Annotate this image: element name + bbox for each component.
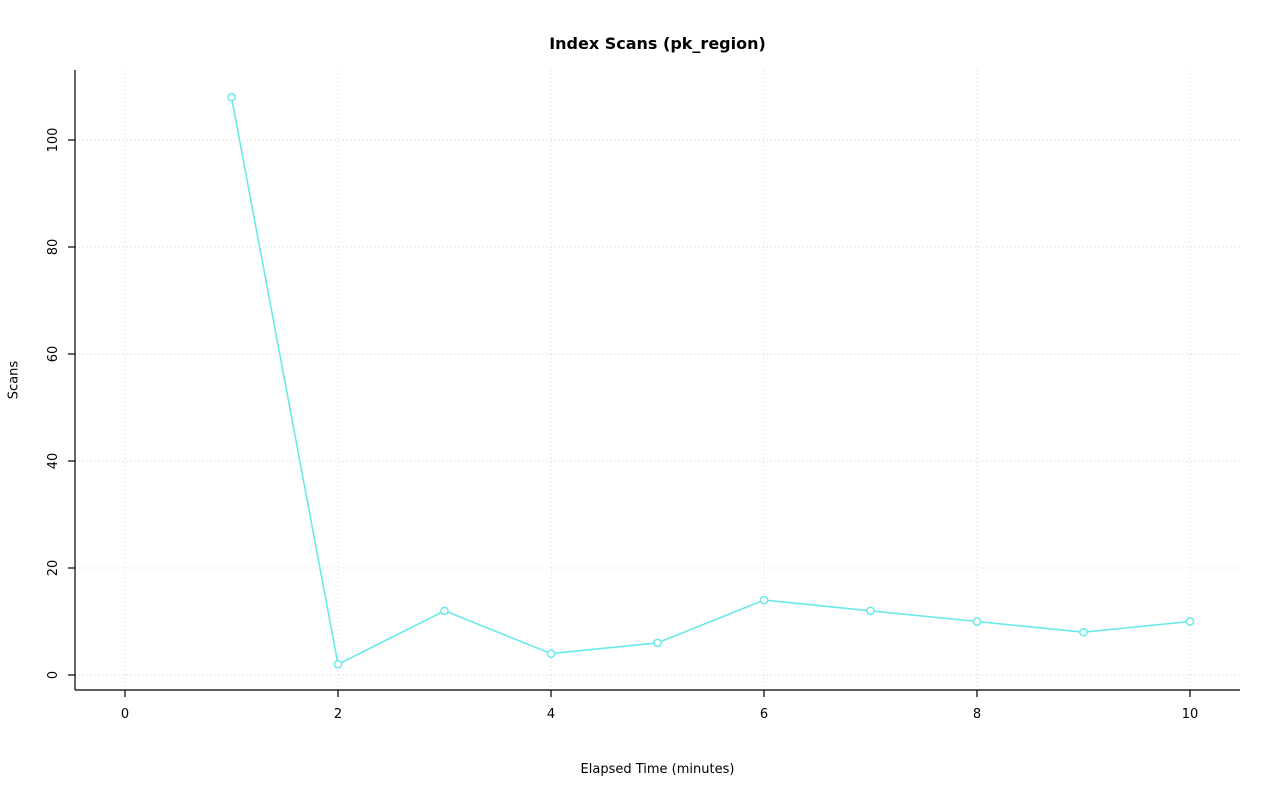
x-axis-tick-label: 0 — [121, 707, 129, 722]
data-point — [546, 649, 556, 658]
x-axis-label: Elapsed Time (minutes) — [580, 762, 735, 777]
y-axis-label: Scans — [6, 360, 22, 400]
x-axis-tick-label: 2 — [334, 707, 342, 722]
data-point — [866, 606, 875, 616]
y-axis-tick-label: 80 — [46, 239, 61, 256]
y-axis-tick-label: 60 — [46, 346, 61, 363]
x-axis-tick-label: 4 — [547, 707, 555, 722]
data-point — [1079, 627, 1088, 637]
series-line — [230, 96, 1191, 666]
y-axis-tick-label: 20 — [46, 560, 61, 577]
data-point — [333, 659, 343, 669]
data-point — [1185, 617, 1195, 626]
data-point — [440, 606, 449, 616]
data-point — [227, 92, 236, 102]
chart-title: Index Scans (pk_region) — [549, 34, 766, 53]
data-point — [759, 595, 769, 605]
x-axis-tick-label: 6 — [760, 707, 768, 722]
y-axis-tick-label: 100 — [46, 128, 61, 153]
y-axis-tick-label: 40 — [46, 453, 61, 470]
y-axis-tick-label: 0 — [46, 671, 61, 679]
data-point — [972, 617, 982, 626]
x-axis-tick-label: 8 — [973, 707, 981, 722]
x-axis-tick-label: 10 — [1182, 707, 1199, 722]
data-point — [653, 638, 662, 648]
